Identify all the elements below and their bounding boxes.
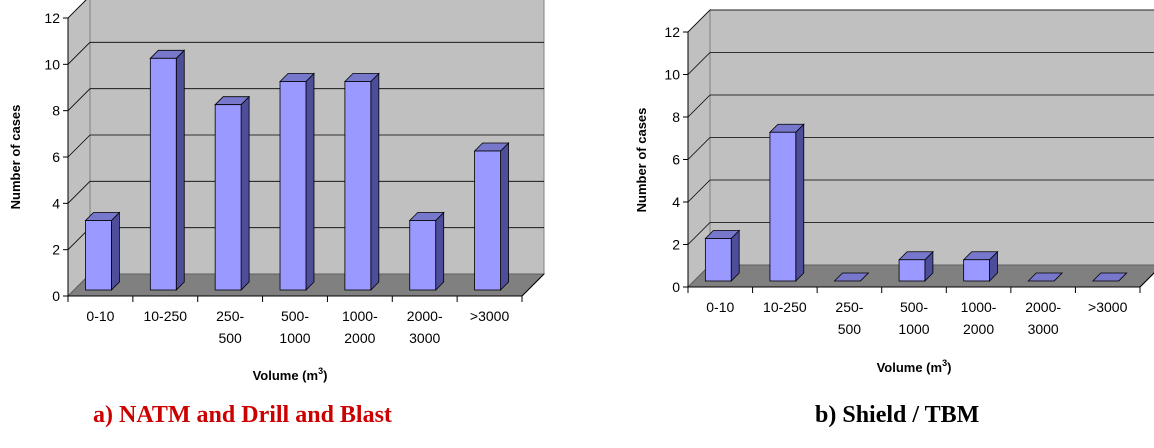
x-tick-label: 3000 <box>409 330 440 346</box>
y-tick-label: 0 <box>52 288 60 304</box>
bar-side <box>240 95 250 291</box>
bar <box>149 49 186 291</box>
chart-natm-drill-blast: 0 2 4 6 8 10 12 0-10 10-250 250- 500 500- 1000 1000- 2… <box>0 0 560 400</box>
x-tick-label: >3000 <box>1088 299 1128 315</box>
y-tick-label: 10 <box>44 56 60 72</box>
gridline-side <box>687 94 711 118</box>
x-tick-label: 250- <box>216 308 244 324</box>
y-tick-label: 0 <box>672 279 680 295</box>
bar-front <box>963 259 990 282</box>
x-axis-title: Volume (m3) <box>877 358 952 375</box>
x-tick-label: 10-250 <box>143 308 187 324</box>
y-tick-label: 12 <box>44 10 60 26</box>
chart-b-svg: 0 2 4 6 8 10 12 0-10 10-250 250- 500 500- 1000 1000- 2… <box>634 8 1154 375</box>
bar <box>833 272 870 282</box>
bar-top <box>1091 272 1128 282</box>
gridline-side <box>687 9 711 33</box>
gridline-side <box>687 222 711 245</box>
bar-front <box>769 131 797 282</box>
gridline-side <box>67 0 87 19</box>
x-tick-label: 1000 <box>898 321 929 337</box>
bar-side <box>795 123 805 282</box>
bar <box>473 142 510 291</box>
x-tick-label: >3000 <box>470 308 510 324</box>
x-tick-label: 2000- <box>1025 299 1061 315</box>
y-tick-label: 4 <box>52 195 60 211</box>
x-axis-depth-line <box>1139 272 1154 288</box>
bar-side <box>370 72 380 291</box>
bar-side <box>175 49 185 291</box>
x-tick-label: 1000- <box>961 299 997 315</box>
bar <box>84 211 121 291</box>
x-tick-label: 0-10 <box>86 308 114 324</box>
x-tick-label: 500- <box>281 308 309 324</box>
x-tick-label: 2000 <box>963 321 994 337</box>
x-tick-label: 500 <box>218 330 242 346</box>
chart-shield-tbm: 0 2 4 6 8 10 12 0-10 10-250 250- 500 500- 1000 1000- 2… <box>610 0 1154 400</box>
x-axis-depth-line <box>521 273 545 297</box>
gridline-side <box>67 42 91 65</box>
gridline-side <box>67 181 91 204</box>
bar <box>898 250 934 282</box>
bar-side <box>111 211 120 291</box>
bar-front <box>149 57 177 291</box>
bar-side <box>500 142 509 291</box>
bar-side <box>730 229 740 282</box>
y-axis-title: Number of cases <box>634 108 649 213</box>
bar <box>768 123 805 282</box>
y-tick-label: 4 <box>672 194 680 210</box>
bar <box>214 95 251 291</box>
bar-side <box>435 211 445 291</box>
y-tick-label: 6 <box>672 152 680 168</box>
x-tick-label: 2000- <box>407 308 443 324</box>
bar <box>1091 272 1128 282</box>
bar-front <box>704 238 732 282</box>
y-tick-label: 2 <box>52 242 60 258</box>
x-tick-label: 0-10 <box>706 299 734 315</box>
x-axis-title: Volume (m3) <box>253 366 328 383</box>
bar-front <box>409 220 437 291</box>
caption-shield: b) Shield / TBM <box>815 402 980 428</box>
bar-front <box>279 81 307 291</box>
bar-front <box>85 220 112 291</box>
bar <box>962 250 999 282</box>
gridline-side <box>687 137 711 160</box>
y-tick-label: 10 <box>664 67 680 83</box>
bar-side <box>305 72 315 291</box>
y-tick-label: 8 <box>672 109 680 125</box>
x-tick-label: 1000- <box>342 308 378 324</box>
y-tick-label: 2 <box>672 237 680 253</box>
x-tick-label: 10-250 <box>763 299 807 315</box>
bar-front <box>474 150 501 291</box>
bar <box>704 229 741 282</box>
x-tick-label: 3000 <box>1028 321 1059 337</box>
x-tick-label: 2000 <box>344 330 375 346</box>
y-tick-label: 8 <box>52 103 60 119</box>
gridline-side <box>687 52 711 75</box>
chart-a-svg: 0 2 4 6 8 10 12 0-10 10-250 250- 500 500- 1000 1000- 2… <box>8 0 546 383</box>
x-tick-label: 250- <box>835 299 863 315</box>
x-tick-label: 1000 <box>279 330 310 346</box>
gridline-side <box>67 88 91 111</box>
y-tick-label: 6 <box>52 149 60 165</box>
bar <box>408 211 445 291</box>
gridline-side <box>67 134 91 158</box>
bar <box>1027 272 1064 282</box>
x-tick-label: 500 <box>838 321 862 337</box>
bar-top <box>1027 272 1064 282</box>
bar <box>343 72 380 291</box>
bar-top <box>833 272 870 282</box>
caption-natm: a) NATM and Drill and Blast <box>93 402 392 428</box>
bar-front <box>344 81 372 291</box>
y-axis-title: Number of cases <box>8 105 23 210</box>
bar-front <box>214 104 242 291</box>
bar <box>279 72 315 291</box>
gridline-side <box>687 179 711 203</box>
x-tick-label: 500- <box>900 299 928 315</box>
y-tick-label: 12 <box>664 24 680 40</box>
bar-front <box>898 259 926 282</box>
